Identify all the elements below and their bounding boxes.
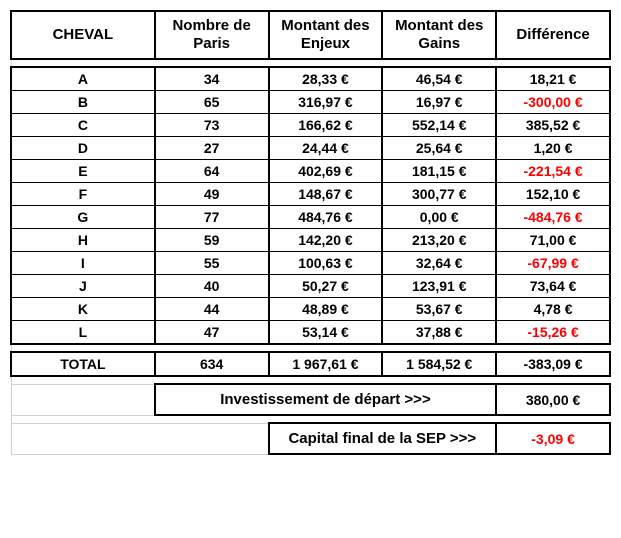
table-row: A3428,33 €46,54 €18,21 €: [11, 67, 610, 91]
cell-cheval: L: [11, 321, 155, 345]
cell-gains: 32,64 €: [382, 252, 496, 275]
header-paris: Nombre de Paris: [155, 11, 269, 59]
cell-diff: 18,21 €: [496, 67, 610, 91]
cell-diff: 152,10 €: [496, 183, 610, 206]
total-label: TOTAL: [11, 352, 155, 376]
cell-gains: 25,64 €: [382, 137, 496, 160]
cell-cheval: D: [11, 137, 155, 160]
cell-cheval: B: [11, 91, 155, 114]
cell-gains: 16,97 €: [382, 91, 496, 114]
cell-paris: 44: [155, 298, 269, 321]
cell-paris: 65: [155, 91, 269, 114]
capital-label: Capital final de la SEP >>>: [269, 423, 497, 454]
cell-paris: 55: [155, 252, 269, 275]
cell-paris: 59: [155, 229, 269, 252]
header-gains: Montant des Gains: [382, 11, 496, 59]
cell-gains: 213,20 €: [382, 229, 496, 252]
cell-enjeux: 316,97 €: [269, 91, 383, 114]
cell-diff: -484,76 €: [496, 206, 610, 229]
header-diff: Différence: [496, 11, 610, 59]
cell-paris: 77: [155, 206, 269, 229]
cell-cheval: A: [11, 67, 155, 91]
cell-cheval: G: [11, 206, 155, 229]
table-row: K4448,89 €53,67 €4,78 €: [11, 298, 610, 321]
header-cheval: CHEVAL: [11, 11, 155, 59]
cell-paris: 47: [155, 321, 269, 345]
cell-enjeux: 100,63 €: [269, 252, 383, 275]
cell-paris: 49: [155, 183, 269, 206]
capital-value: -3,09 €: [496, 423, 610, 454]
cell-diff: 385,52 €: [496, 114, 610, 137]
cell-gains: 181,15 €: [382, 160, 496, 183]
table-row: E64402,69 €181,15 €-221,54 €: [11, 160, 610, 183]
cell-enjeux: 53,14 €: [269, 321, 383, 345]
cell-diff: -15,26 €: [496, 321, 610, 345]
total-paris: 634: [155, 352, 269, 376]
cell-cheval: H: [11, 229, 155, 252]
cell-gains: 0,00 €: [382, 206, 496, 229]
total-row: TOTAL 634 1 967,61 € 1 584,52 € -383,09 …: [11, 352, 610, 376]
cell-paris: 64: [155, 160, 269, 183]
cell-enjeux: 148,67 €: [269, 183, 383, 206]
betting-table: CHEVAL Nombre de Paris Montant des Enjeu…: [10, 10, 611, 455]
table-row: J4050,27 €123,91 €73,64 €: [11, 275, 610, 298]
total-gains: 1 584,52 €: [382, 352, 496, 376]
cell-paris: 34: [155, 67, 269, 91]
cell-enjeux: 142,20 €: [269, 229, 383, 252]
cell-enjeux: 28,33 €: [269, 67, 383, 91]
capital-row: Capital final de la SEP >>> -3,09 €: [11, 423, 610, 454]
cell-enjeux: 48,89 €: [269, 298, 383, 321]
table-row: G77484,76 €0,00 €-484,76 €: [11, 206, 610, 229]
cell-cheval: J: [11, 275, 155, 298]
cell-diff: 1,20 €: [496, 137, 610, 160]
cell-gains: 300,77 €: [382, 183, 496, 206]
cell-paris: 27: [155, 137, 269, 160]
cell-cheval: F: [11, 183, 155, 206]
table-row: L4753,14 €37,88 €-15,26 €: [11, 321, 610, 345]
invest-value: 380,00 €: [496, 384, 610, 415]
cell-gains: 53,67 €: [382, 298, 496, 321]
header-row: CHEVAL Nombre de Paris Montant des Enjeu…: [11, 11, 610, 59]
header-enjeux: Montant des Enjeux: [269, 11, 383, 59]
cell-gains: 46,54 €: [382, 67, 496, 91]
cell-paris: 73: [155, 114, 269, 137]
cell-diff: 73,64 €: [496, 275, 610, 298]
table-row: I55100,63 €32,64 €-67,99 €: [11, 252, 610, 275]
table-row: C73166,62 €552,14 €385,52 €: [11, 114, 610, 137]
cell-diff: -221,54 €: [496, 160, 610, 183]
cell-diff: -300,00 €: [496, 91, 610, 114]
cell-gains: 123,91 €: [382, 275, 496, 298]
cell-enjeux: 402,69 €: [269, 160, 383, 183]
total-enjeux: 1 967,61 €: [269, 352, 383, 376]
invest-label: Investissement de départ >>>: [155, 384, 496, 415]
table-row: H59142,20 €213,20 €71,00 €: [11, 229, 610, 252]
cell-diff: 4,78 €: [496, 298, 610, 321]
invest-row: Investissement de départ >>> 380,00 €: [11, 384, 610, 415]
cell-gains: 552,14 €: [382, 114, 496, 137]
cell-cheval: I: [11, 252, 155, 275]
cell-cheval: K: [11, 298, 155, 321]
cell-cheval: C: [11, 114, 155, 137]
table-row: B65316,97 €16,97 €-300,00 €: [11, 91, 610, 114]
cell-cheval: E: [11, 160, 155, 183]
table-row: D2724,44 €25,64 €1,20 €: [11, 137, 610, 160]
cell-gains: 37,88 €: [382, 321, 496, 345]
cell-diff: 71,00 €: [496, 229, 610, 252]
total-diff: -383,09 €: [496, 352, 610, 376]
cell-enjeux: 50,27 €: [269, 275, 383, 298]
cell-paris: 40: [155, 275, 269, 298]
table-row: F49148,67 €300,77 €152,10 €: [11, 183, 610, 206]
cell-enjeux: 24,44 €: [269, 137, 383, 160]
cell-diff: -67,99 €: [496, 252, 610, 275]
cell-enjeux: 484,76 €: [269, 206, 383, 229]
cell-enjeux: 166,62 €: [269, 114, 383, 137]
